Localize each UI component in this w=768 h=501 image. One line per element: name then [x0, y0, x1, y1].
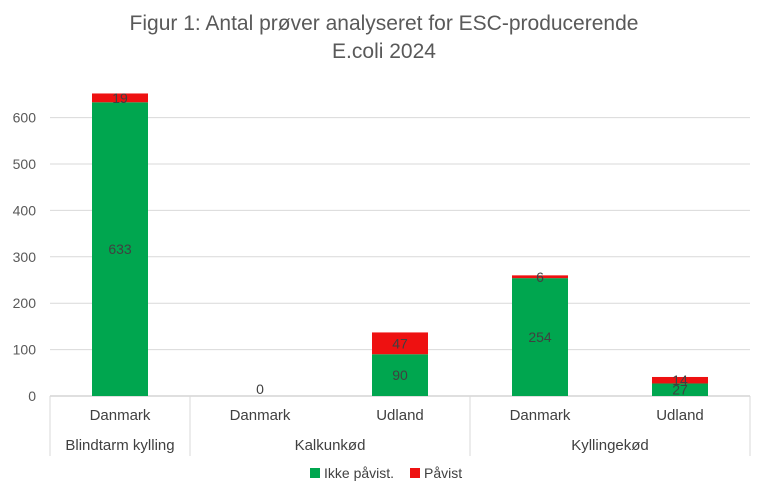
data-label-ikke-pavist: 27 — [672, 382, 688, 398]
data-label-ikke-pavist: 254 — [528, 329, 552, 345]
y-tick-label: 0 — [28, 388, 36, 404]
y-tick-label: 300 — [13, 249, 37, 265]
data-label-pavist: 14 — [672, 372, 688, 388]
bar-pavist — [652, 376, 708, 384]
bar-ikke-pavist — [92, 102, 148, 397]
bar-ikke-pavist — [652, 383, 708, 396]
y-tick-label: 600 — [13, 110, 37, 126]
x-category-label: Danmark — [510, 407, 571, 424]
bar-ikke-pavist — [512, 278, 568, 396]
legend-swatch — [310, 468, 320, 478]
data-label-pavist: 47 — [392, 335, 408, 351]
y-tick-label: 100 — [13, 342, 37, 358]
data-label-ikke-pavist: 90 — [392, 367, 408, 383]
x-category-label: Danmark — [230, 407, 291, 424]
chart-title: Figur 1: Antal prøver analyseret for ESC… — [0, 10, 768, 66]
x-group-label: Kyllingekød — [571, 437, 649, 454]
bar-pavist — [92, 93, 148, 103]
x-category-label: Danmark — [90, 407, 151, 424]
x-group-label: Blindtarm kylling — [65, 437, 174, 454]
y-tick-label: 400 — [13, 202, 37, 218]
y-tick-label: 200 — [13, 295, 37, 311]
legend-swatch — [410, 468, 420, 478]
legend-label: Ikke påvist. — [324, 465, 394, 481]
data-label-pavist: 6 — [536, 269, 544, 285]
x-category-label: Udland — [656, 407, 704, 424]
bar-ikke-pavist — [372, 354, 428, 396]
data-label-pavist: 19 — [112, 90, 128, 106]
x-category-label: Udland — [376, 407, 424, 424]
x-group-label: Kalkunkød — [295, 437, 366, 454]
bar-pavist — [372, 332, 428, 355]
data-label-ikke-pavist: 633 — [108, 241, 132, 257]
chart-title-line-1: Figur 1: Antal prøver analyseret for ESC… — [129, 12, 639, 35]
legend-label: Påvist — [424, 465, 462, 481]
data-label-ikke-pavist: 0 — [256, 381, 264, 397]
y-tick-label: 500 — [13, 156, 37, 172]
bar-pavist — [512, 275, 568, 279]
chart-title-line-2: E.coli 2024 — [332, 40, 436, 63]
